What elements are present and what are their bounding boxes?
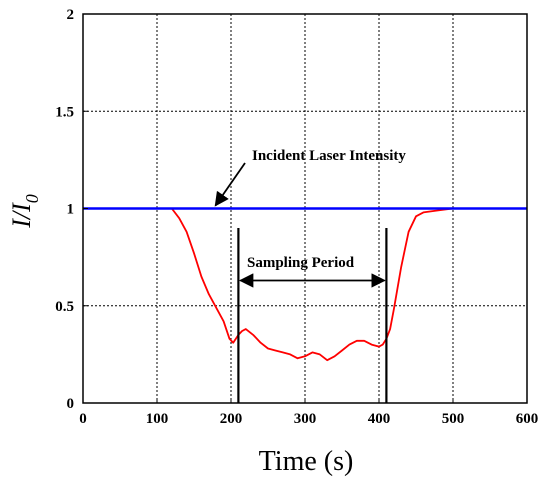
x-axis-label: Time (s) (259, 446, 354, 477)
y-axis-label-main: I/I (7, 202, 36, 229)
x-tick-label: 200 (220, 411, 243, 427)
y-tick-label: 1 (67, 202, 75, 218)
x-tick-label: 600 (516, 411, 539, 427)
incident-annotation-arrow (214, 162, 246, 207)
x-tick-label: 100 (146, 411, 169, 427)
y-axis-label: I/I0 (7, 194, 42, 229)
y-tick-label: 0 (67, 396, 75, 412)
tick-layer: 0 100 200 300 400 500 600 0 0.5 1 1.5 2 (55, 7, 538, 427)
y-axis-label-subscript: 0 (22, 194, 42, 203)
x-tick-label: 300 (294, 411, 317, 427)
incident-annotation-label: Incident Laser Intensity (252, 148, 406, 164)
x-tick-label: 0 (79, 411, 87, 427)
y-tick-label: 1.5 (55, 104, 74, 120)
sampling-period-label: Sampling Period (247, 255, 355, 271)
x-tick-label: 500 (442, 411, 465, 427)
y-tick-label: 2 (67, 7, 75, 23)
series-layer (83, 207, 527, 362)
y-tick-label: 0.5 (55, 299, 74, 315)
sample-intensity-line (83, 207, 527, 362)
annotation-layer (214, 162, 388, 403)
x-tick-label: 400 (368, 411, 391, 427)
